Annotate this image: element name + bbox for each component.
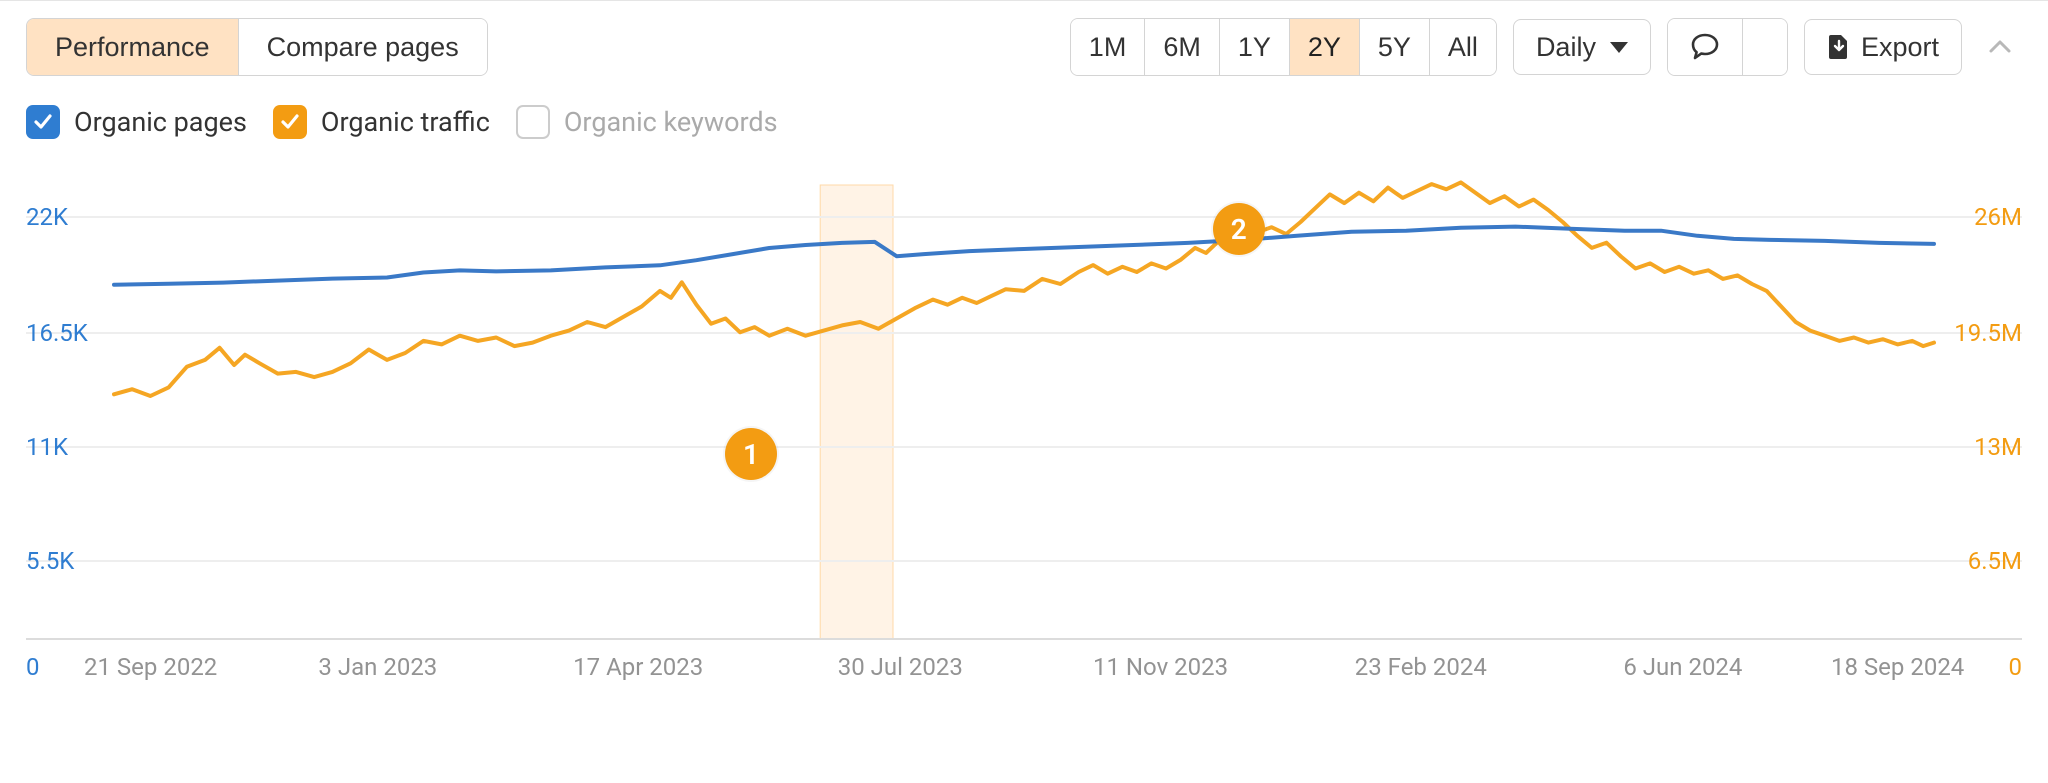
- x-tick: 6 Jun 2024: [1623, 653, 1742, 681]
- range-1m[interactable]: 1M: [1071, 19, 1146, 75]
- x-tick: 21 Sep 2022: [84, 653, 217, 681]
- range-6m[interactable]: 6M: [1145, 19, 1220, 75]
- y-right-tick: 19.5M: [1954, 321, 2022, 345]
- notes-split-button: [1667, 18, 1788, 76]
- notes-dropdown[interactable]: [1743, 19, 1787, 75]
- download-icon: [1827, 33, 1851, 61]
- toolbar: Performance Compare pages 1M6M1Y2Y5YAll …: [0, 1, 2048, 93]
- x-tick: 23 Feb 2024: [1355, 653, 1487, 681]
- annotation-marker-2[interactable]: 2: [1213, 203, 1265, 255]
- performance-chart: 22K 16.5K 11K 5.5K 26M 19.5M 13M 6.5M 0 0 21 Sep 2…: [26, 163, 2022, 723]
- x-tick: 17 Apr 2023: [573, 653, 703, 681]
- speech-bubble-icon: [1690, 33, 1720, 61]
- range-all[interactable]: All: [1430, 19, 1496, 75]
- y-right-tick: 26M: [1974, 205, 2022, 229]
- legend-organic-keywords[interactable]: Organic keywords: [516, 105, 778, 139]
- export-button[interactable]: Export: [1804, 19, 1962, 75]
- y-left-zero: 0: [26, 653, 40, 681]
- series-pages: [114, 227, 1934, 285]
- legend-label: Organic pages: [74, 106, 247, 138]
- chevron-up-icon: [1986, 33, 2014, 61]
- y-left-tick: 22K: [26, 205, 68, 229]
- x-tick: 30 Jul 2023: [838, 653, 963, 681]
- y-right-tick: 6.5M: [1968, 549, 2022, 573]
- checkbox-checked-icon: [273, 105, 307, 139]
- checkbox-checked-icon: [26, 105, 60, 139]
- range-5y[interactable]: 5Y: [1360, 19, 1430, 75]
- range-2y[interactable]: 2Y: [1290, 19, 1360, 75]
- y-right-tick: 13M: [1974, 435, 2022, 459]
- caret-down-icon: [1610, 42, 1628, 53]
- chart-legend: Organic pages Organic traffic Organic ke…: [0, 93, 2048, 149]
- y-right-zero: 0: [2009, 653, 2023, 681]
- tab-compare-pages[interactable]: Compare pages: [239, 19, 487, 75]
- annotation-marker-1[interactable]: 1: [725, 428, 777, 480]
- y-left-tick: 11K: [26, 435, 68, 459]
- legend-organic-traffic[interactable]: Organic traffic: [273, 105, 490, 139]
- x-tick: 18 Sep 2024: [1831, 653, 1964, 681]
- view-tabs: Performance Compare pages: [26, 18, 488, 76]
- x-tick: 3 Jan 2023: [318, 653, 437, 681]
- x-tick: 11 Nov 2023: [1093, 653, 1228, 681]
- y-left-tick: 5.5K: [26, 549, 74, 573]
- tab-performance[interactable]: Performance: [27, 19, 239, 75]
- granularity-label: Daily: [1536, 32, 1596, 63]
- time-range-group: 1M6M1Y2Y5YAll: [1070, 18, 1497, 76]
- legend-label: Organic keywords: [564, 106, 778, 138]
- notes-button[interactable]: [1668, 19, 1743, 75]
- export-label: Export: [1861, 32, 1939, 63]
- legend-organic-pages[interactable]: Organic pages: [26, 105, 247, 139]
- checkbox-unchecked-icon: [516, 105, 550, 139]
- chart-svg: [26, 163, 2022, 723]
- y-left-tick: 16.5K: [26, 321, 88, 345]
- legend-label: Organic traffic: [321, 106, 490, 138]
- series-traffic: [114, 182, 1934, 396]
- collapse-chevron[interactable]: [1978, 25, 2022, 69]
- range-1y[interactable]: 1Y: [1220, 19, 1290, 75]
- granularity-dropdown[interactable]: Daily: [1513, 19, 1651, 75]
